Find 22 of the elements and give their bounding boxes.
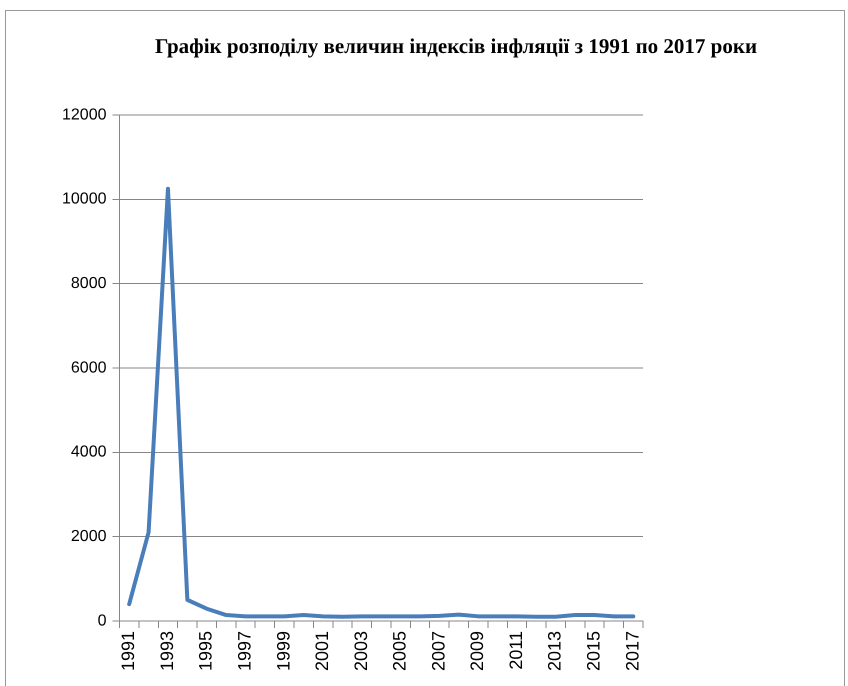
y-tick-label: 2000 — [70, 528, 107, 546]
x-tick-label: 1999 — [273, 630, 294, 672]
x-tick-label: 1991 — [118, 630, 138, 672]
x-tick-label: 2003 — [350, 630, 371, 672]
x-tick-label: 2017 — [622, 630, 642, 672]
x-tick-label: 2011 — [506, 630, 526, 670]
x-tick-label: 2015 — [583, 630, 604, 672]
x-tick-label: 2009 — [467, 630, 488, 672]
x-tick-label: 2007 — [428, 630, 448, 672]
y-tick-label: 8000 — [70, 275, 107, 292]
chart-title: Графік розподілу величин індексів інфляції з 1991 по 2017 роки — [154, 33, 758, 60]
x-tick-label: 2005 — [390, 630, 410, 672]
x-tick-label: 2013 — [544, 630, 565, 672]
x-tick-label: 1997 — [234, 630, 254, 672]
y-tick-label: 4000 — [70, 444, 107, 461]
y-tick-label: 10000 — [62, 190, 107, 208]
y-tick-label: 12000 — [62, 106, 107, 124]
y-tick-label: 6000 — [70, 359, 107, 376]
y-tick-label: 0 — [98, 612, 107, 630]
x-tick-label: 1995 — [196, 630, 216, 672]
x-tick-label: 2001 — [312, 630, 332, 672]
x-tick-label: 1993 — [156, 630, 177, 672]
